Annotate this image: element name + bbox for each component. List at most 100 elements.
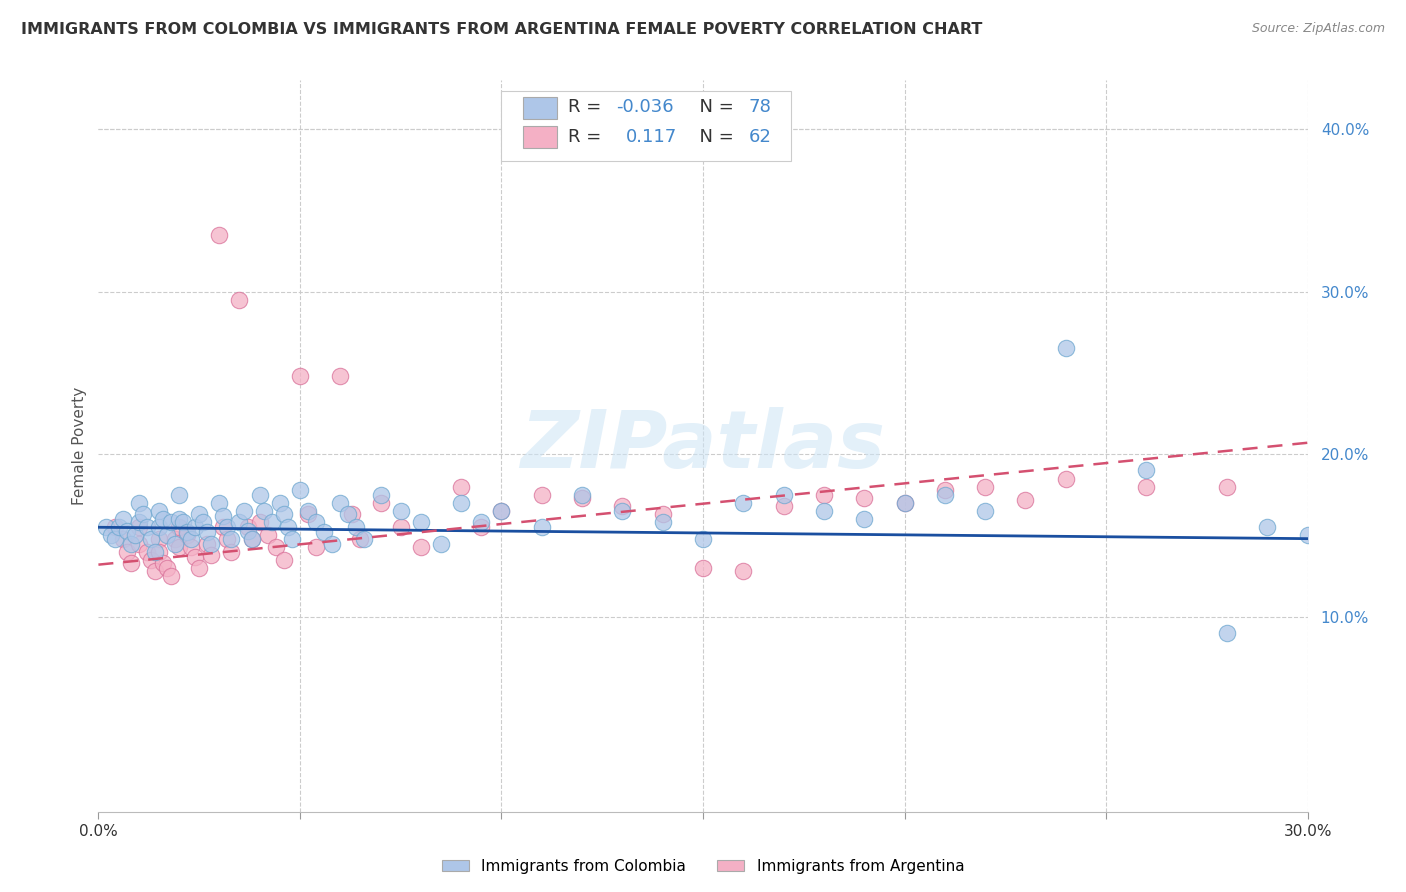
Point bbox=[297, 504, 319, 518]
Point bbox=[260, 516, 283, 530]
Text: Source: ZipAtlas.com: Source: ZipAtlas.com bbox=[1251, 22, 1385, 36]
Point bbox=[353, 532, 375, 546]
Point bbox=[163, 532, 186, 546]
Point bbox=[124, 528, 146, 542]
Point bbox=[128, 516, 150, 530]
Point bbox=[240, 532, 263, 546]
Point bbox=[236, 524, 259, 538]
Point bbox=[1296, 528, 1319, 542]
Point bbox=[128, 520, 150, 534]
Point bbox=[120, 556, 142, 570]
Text: 0.117: 0.117 bbox=[626, 128, 676, 145]
Point bbox=[115, 544, 138, 558]
Point bbox=[200, 536, 222, 550]
Point bbox=[530, 520, 553, 534]
Point bbox=[120, 536, 142, 550]
Point bbox=[612, 499, 634, 513]
Point bbox=[240, 532, 263, 546]
Point bbox=[160, 569, 183, 583]
Point bbox=[269, 496, 291, 510]
Point bbox=[180, 540, 202, 554]
Point bbox=[160, 516, 183, 530]
Point bbox=[934, 483, 956, 497]
Point bbox=[305, 516, 328, 530]
Point bbox=[288, 369, 311, 384]
Text: R =: R = bbox=[568, 98, 606, 116]
Text: 62: 62 bbox=[749, 128, 772, 145]
Point bbox=[321, 536, 343, 550]
Point bbox=[571, 491, 593, 505]
Point bbox=[176, 525, 198, 540]
Point bbox=[344, 520, 367, 534]
Point bbox=[651, 508, 673, 522]
Point bbox=[571, 488, 593, 502]
Text: R =: R = bbox=[568, 128, 613, 145]
Text: N =: N = bbox=[689, 98, 740, 116]
Point bbox=[1135, 480, 1157, 494]
Point bbox=[193, 516, 215, 530]
Point bbox=[409, 516, 432, 530]
Point bbox=[491, 504, 513, 518]
Point bbox=[1216, 480, 1239, 494]
Point bbox=[180, 532, 202, 546]
Point bbox=[277, 520, 299, 534]
Point bbox=[148, 544, 170, 558]
Point bbox=[1135, 463, 1157, 477]
Text: 78: 78 bbox=[749, 98, 772, 116]
Point bbox=[470, 520, 492, 534]
Point bbox=[1256, 520, 1278, 534]
Point bbox=[152, 556, 174, 570]
Point bbox=[256, 528, 278, 542]
Point bbox=[228, 293, 250, 307]
Point bbox=[167, 512, 190, 526]
Text: N =: N = bbox=[689, 128, 740, 145]
Point bbox=[200, 548, 222, 562]
Point bbox=[100, 528, 122, 542]
Point bbox=[148, 520, 170, 534]
Point bbox=[208, 496, 231, 510]
Point bbox=[281, 532, 304, 546]
Point bbox=[934, 488, 956, 502]
Point bbox=[103, 520, 125, 534]
Point bbox=[249, 516, 271, 530]
Point bbox=[409, 540, 432, 554]
Point bbox=[342, 508, 364, 522]
Point bbox=[143, 564, 166, 578]
Point bbox=[221, 532, 243, 546]
Point bbox=[212, 520, 235, 534]
Point bbox=[733, 564, 755, 578]
Point bbox=[370, 488, 392, 502]
Point bbox=[530, 488, 553, 502]
Point bbox=[167, 520, 190, 534]
Point bbox=[156, 528, 179, 542]
Point bbox=[389, 520, 412, 534]
Point bbox=[772, 499, 794, 513]
Point bbox=[430, 536, 453, 550]
Point bbox=[172, 516, 194, 530]
Point bbox=[195, 525, 218, 540]
Point bbox=[143, 544, 166, 558]
Point bbox=[148, 532, 170, 546]
Point bbox=[148, 504, 170, 518]
Point bbox=[491, 504, 513, 518]
Point bbox=[772, 488, 794, 502]
Point bbox=[813, 504, 835, 518]
Point bbox=[253, 504, 276, 518]
Point bbox=[228, 516, 250, 530]
Point bbox=[184, 520, 207, 534]
Point bbox=[139, 532, 162, 546]
Point bbox=[273, 553, 295, 567]
Point bbox=[974, 480, 997, 494]
Point bbox=[288, 483, 311, 497]
Point bbox=[188, 508, 211, 522]
Point bbox=[132, 508, 155, 522]
Point bbox=[135, 544, 157, 558]
Point bbox=[1216, 626, 1239, 640]
Point bbox=[337, 508, 360, 522]
Text: ZIPatlas: ZIPatlas bbox=[520, 407, 886, 485]
Point bbox=[167, 488, 190, 502]
Point bbox=[450, 480, 472, 494]
Point bbox=[853, 491, 876, 505]
Point bbox=[273, 508, 295, 522]
FancyBboxPatch shape bbox=[501, 91, 792, 161]
